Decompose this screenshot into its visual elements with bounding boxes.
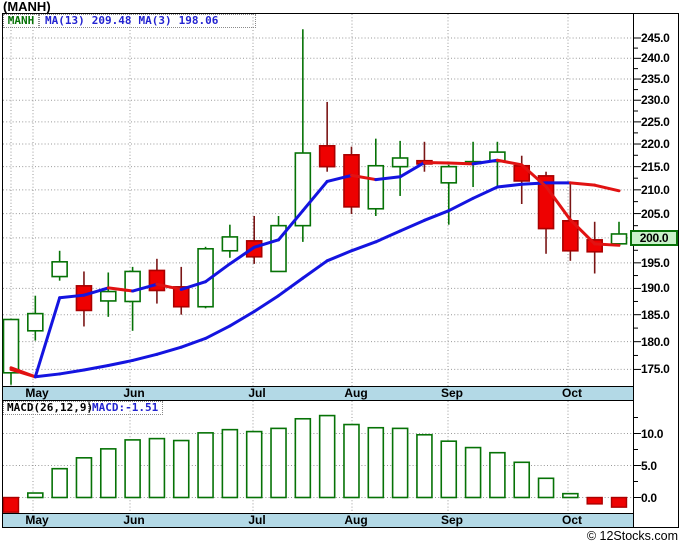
macd-bar <box>391 427 409 499</box>
price-axis-label: 185.0 <box>641 307 670 322</box>
candle-up <box>221 236 239 252</box>
candle-up <box>27 312 44 332</box>
month-label-sep: Sep <box>440 386 464 400</box>
macd-bar <box>221 428 239 499</box>
candle-down <box>172 286 190 308</box>
macd-bar <box>464 446 482 499</box>
candle-down <box>318 145 336 168</box>
macd-bar <box>343 423 360 499</box>
gridlines <box>3 14 633 513</box>
macd-bar <box>537 477 555 499</box>
month-band-top: May Jun Jul Aug Sep Oct <box>3 387 633 400</box>
macd-indicator-label: MACD(26,12,9) <box>3 401 93 415</box>
macd-axis-label: 5.0 <box>641 458 657 473</box>
macd-current-value: MACD:-1.51 <box>88 401 163 415</box>
price-axis-label: 225.0 <box>641 114 670 129</box>
macd-bar <box>124 439 141 499</box>
chart-frame <box>2 13 679 528</box>
legend-symbol: MANH <box>3 14 39 28</box>
price-axis-label: 230.0 <box>641 93 670 108</box>
macd-bar <box>416 433 433 499</box>
macd-axis-label: 10.0 <box>641 426 664 441</box>
candlesticks <box>2 29 628 385</box>
macd-bar <box>270 427 287 499</box>
month-label-aug: Aug <box>344 513 368 527</box>
month-label-oct: Oct <box>561 386 583 400</box>
candle-down <box>148 269 166 292</box>
macd-bar <box>27 492 44 499</box>
month-label-jun: Jun <box>123 513 145 527</box>
ma13-value: 209.48 <box>91 14 132 27</box>
month-label-may: May <box>25 513 49 527</box>
candle-up <box>391 157 409 168</box>
macd-bar <box>562 492 579 499</box>
candle-up <box>440 165 458 184</box>
macd-bar <box>513 461 531 499</box>
price-axis-label: 195.0 <box>641 255 670 270</box>
candle-down <box>343 154 360 208</box>
macd-bar <box>294 417 312 499</box>
candle-up <box>51 261 68 278</box>
price-axis-label: 180.0 <box>641 334 670 349</box>
candle-down <box>586 239 603 253</box>
macd-histogram <box>2 414 628 513</box>
macd-bar <box>318 414 336 499</box>
ma13-label: MA(13) <box>45 14 85 27</box>
month-label-oct: Oct <box>561 513 583 527</box>
candle-up <box>367 164 385 210</box>
macd-bar <box>586 496 603 505</box>
ma3-label: MA(3) <box>138 14 172 27</box>
price-axis-label: 220.0 <box>641 137 670 152</box>
month-label-jun: Jun <box>123 386 145 400</box>
price-axis-label: 235.0 <box>641 72 670 87</box>
macd-bar <box>610 496 628 508</box>
price-axis-label: 215.0 <box>641 159 670 174</box>
month-label-sep: Sep <box>440 513 464 527</box>
last-price-badge: 200.0 <box>630 230 678 246</box>
price-axis-label: 240.0 <box>641 51 670 66</box>
month-band-bottom: May Jun Jul Aug Sep Oct <box>3 514 633 527</box>
price-axis-label: 175.0 <box>641 362 670 377</box>
macd-bar <box>51 467 68 499</box>
ma3-line <box>9 158 621 379</box>
ma3-value: 198.06 <box>178 14 219 27</box>
month-label-jul: Jul <box>248 513 266 527</box>
macd-bar <box>99 448 117 499</box>
macd-bar <box>172 439 190 499</box>
price-axis-label: 205.0 <box>641 206 670 221</box>
month-label-aug: Aug <box>344 386 368 400</box>
macd-bar <box>440 440 458 499</box>
candle-down <box>537 175 555 230</box>
macd-bar <box>148 437 166 499</box>
candle-up <box>124 270 141 303</box>
axis-ticks <box>633 37 641 498</box>
macd-bar <box>197 432 214 499</box>
macd-bar <box>367 426 385 499</box>
price-axis-label: 245.0 <box>641 31 670 45</box>
macd-axis-label: 0.0 <box>641 490 657 505</box>
candle-up <box>2 318 20 374</box>
month-label-may: May <box>25 386 49 400</box>
macd-bar <box>2 496 20 513</box>
price-axis-label: 210.0 <box>641 182 670 197</box>
macd-bar <box>489 451 506 499</box>
page-title: (MANH) <box>3 0 51 14</box>
candle-down <box>75 285 93 312</box>
macd-bar <box>75 457 93 499</box>
legend-moving-averages: MA(13) 209.48 MA(3) 198.06 <box>39 14 256 28</box>
price-axis-label: 190.0 <box>641 281 670 296</box>
candle-up <box>99 290 117 302</box>
macd-bar <box>245 430 263 499</box>
month-label-jul: Jul <box>248 386 266 400</box>
ma13-line <box>9 181 621 379</box>
candle-up <box>610 233 628 245</box>
watermark-credit-link[interactable]: © 12Stocks.com <box>586 529 678 543</box>
